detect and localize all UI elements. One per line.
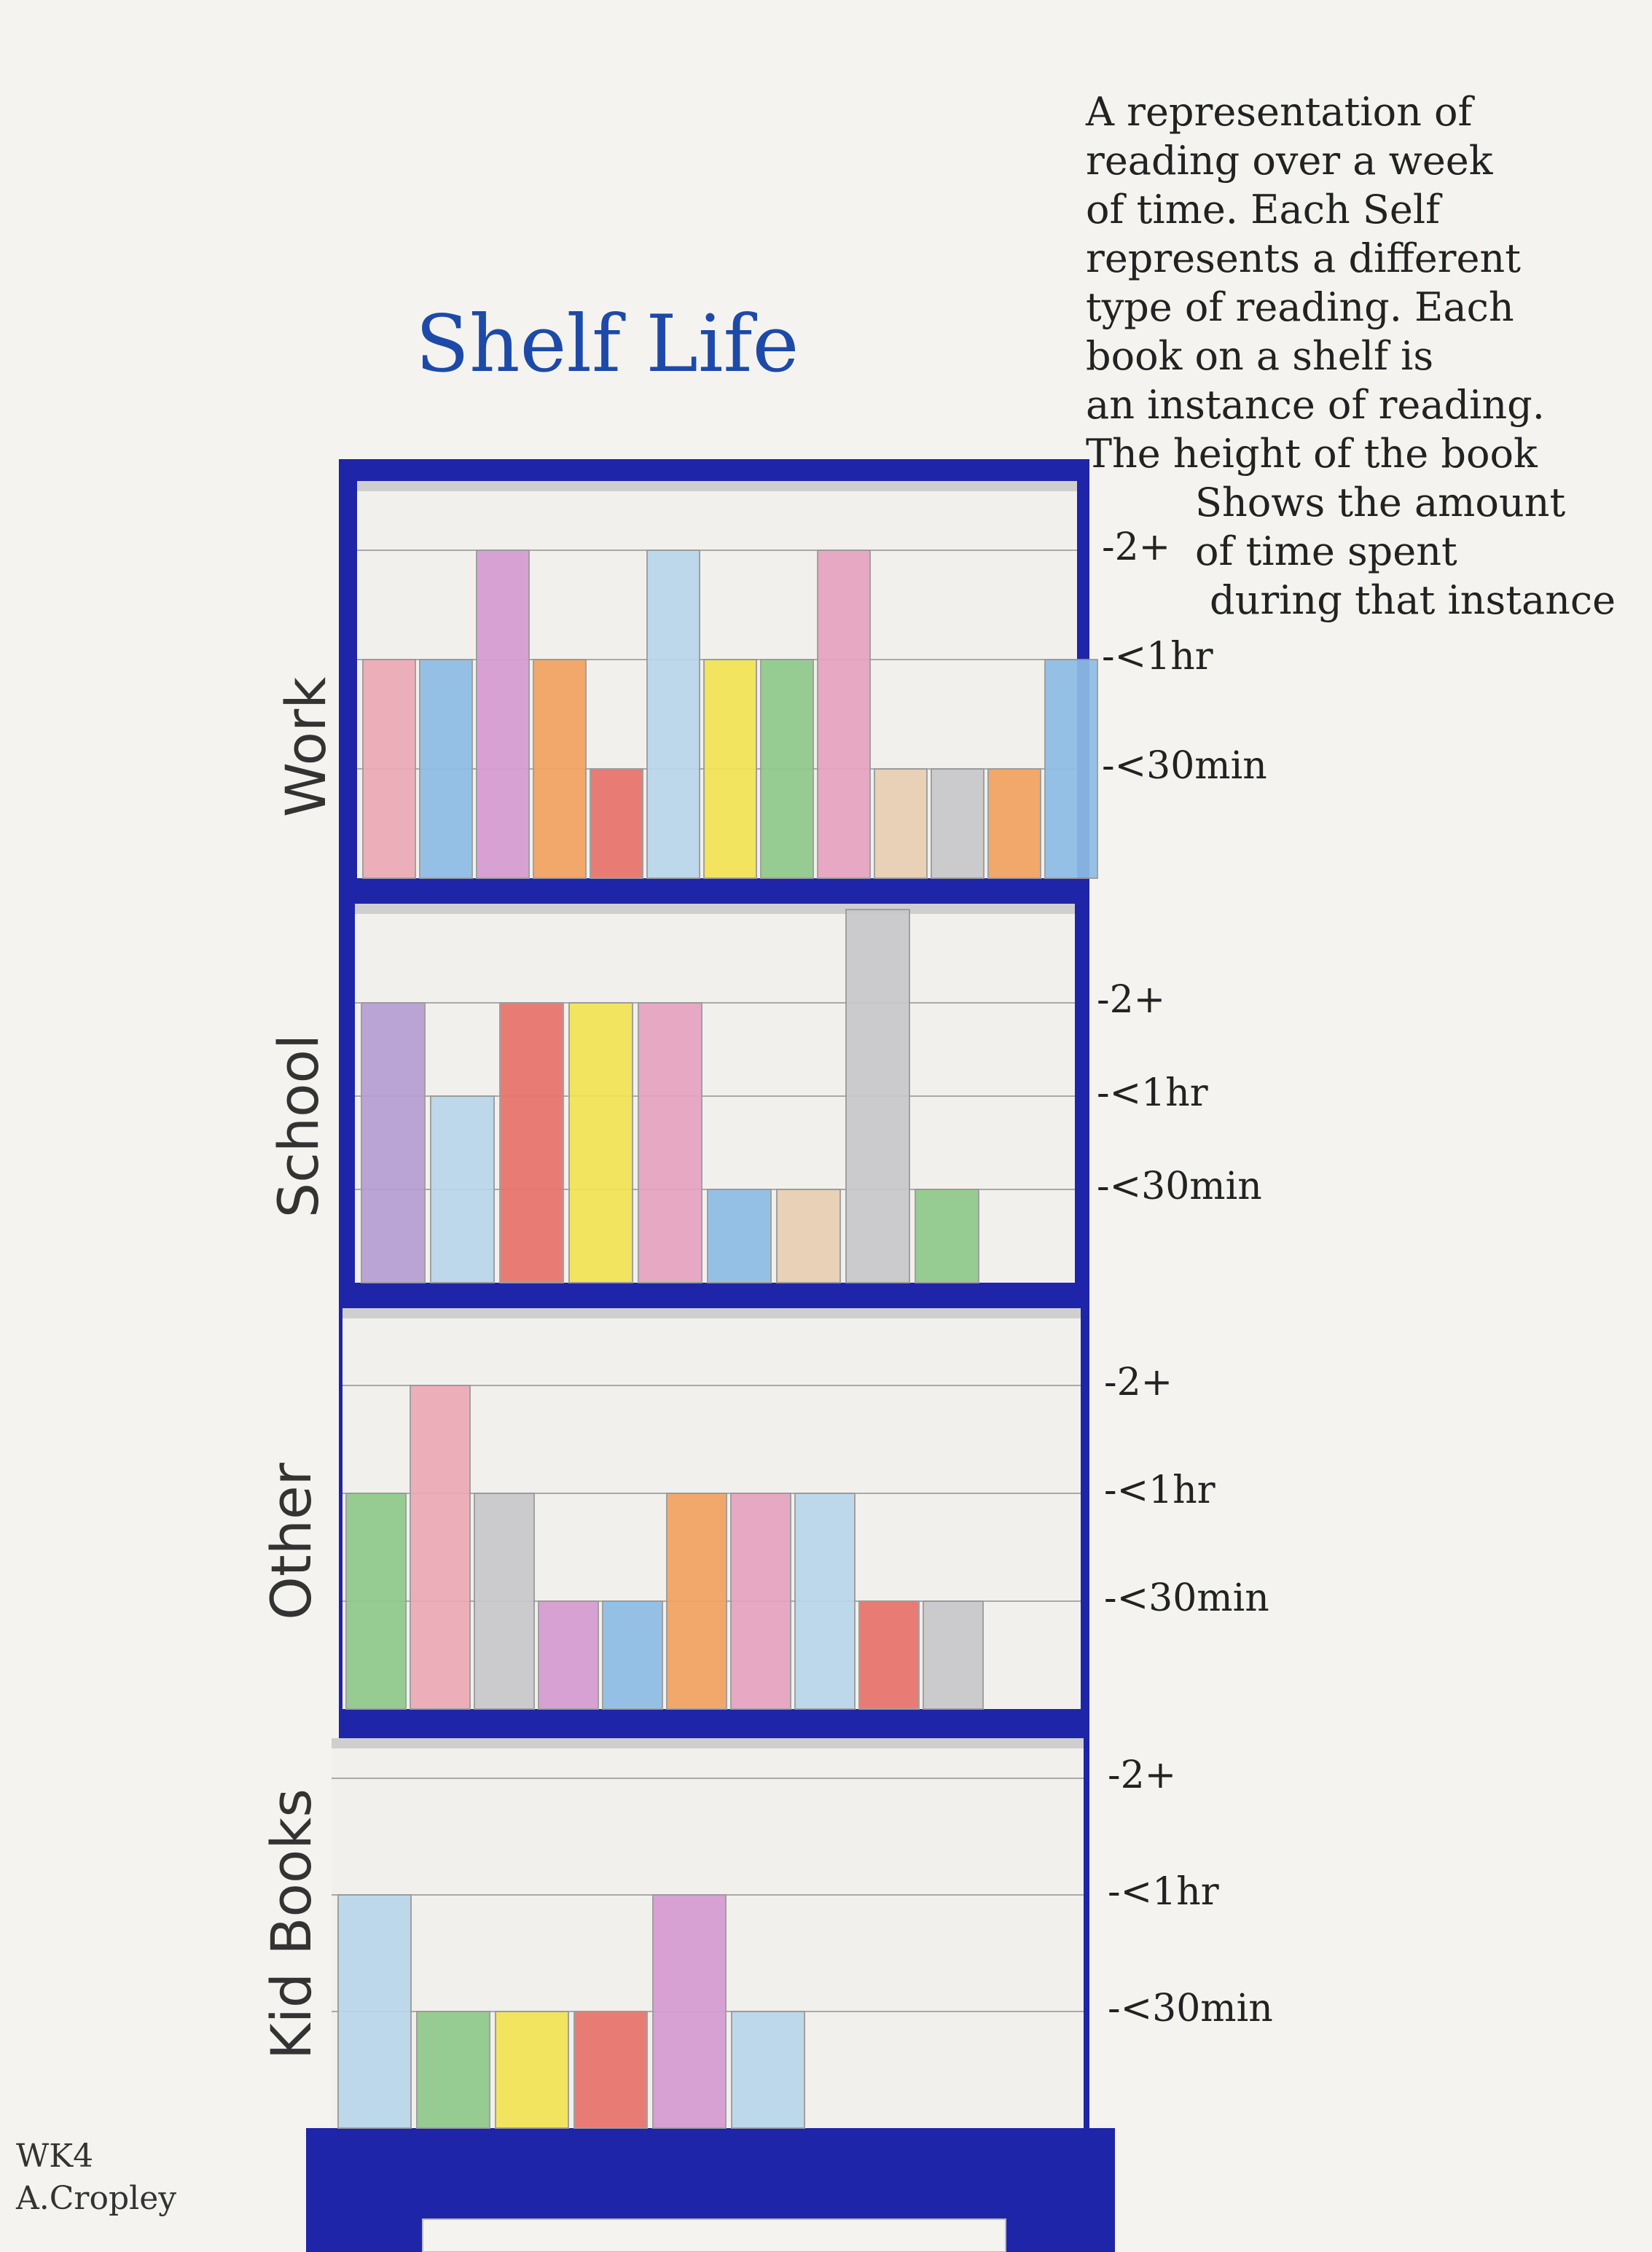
tick-label: -<1hr bbox=[1104, 1469, 1215, 1512]
tick-label: -<30min bbox=[1102, 744, 1267, 788]
tick-label: -2+ bbox=[1104, 1361, 1173, 1404]
chart-title: Shelf Life bbox=[415, 299, 799, 390]
book-bar bbox=[345, 1493, 407, 1710]
tick-label: -<1hr bbox=[1097, 1071, 1208, 1115]
book-bar bbox=[361, 1002, 426, 1283]
book-bar bbox=[416, 2011, 490, 2129]
description-line: A representation of bbox=[1086, 89, 1473, 135]
book-bar bbox=[794, 1493, 856, 1710]
description-line: of time. Each Self bbox=[1086, 187, 1441, 232]
tick-label: -<30min bbox=[1108, 1987, 1273, 2030]
description-line: represents a different bbox=[1086, 235, 1521, 281]
signature: WK4 A.Cropley bbox=[16, 2135, 205, 2220]
book-bar bbox=[915, 1189, 979, 1283]
tick-label: -<30min bbox=[1104, 1576, 1269, 1620]
book-bar bbox=[1044, 659, 1098, 879]
shelf-label-work: Work bbox=[273, 676, 338, 818]
shelf-shadow bbox=[342, 1308, 1081, 1318]
book-bar bbox=[776, 1189, 841, 1283]
book-bar bbox=[858, 1600, 920, 1710]
book-bar bbox=[568, 1002, 633, 1283]
book-bar bbox=[590, 768, 643, 879]
book-bar bbox=[666, 1493, 727, 1710]
book-bar bbox=[410, 1385, 471, 1710]
book-bar bbox=[602, 1600, 663, 1710]
description-line: during that instance bbox=[1210, 577, 1616, 623]
shelf-shadow bbox=[355, 904, 1075, 914]
book-bar bbox=[931, 768, 984, 879]
book-bar bbox=[533, 659, 587, 879]
tick-label: -<1hr bbox=[1102, 635, 1213, 679]
book-bar bbox=[703, 659, 757, 879]
book-bar bbox=[760, 659, 814, 879]
tick-label: -<30min bbox=[1097, 1165, 1262, 1208]
shelf-shadow bbox=[332, 1738, 1084, 1748]
book-bar bbox=[638, 1002, 702, 1283]
description-line: The height of the book bbox=[1086, 431, 1538, 477]
tick-label: -2+ bbox=[1102, 525, 1171, 569]
book-bar bbox=[731, 2011, 805, 2129]
description-line: reading over a week bbox=[1086, 138, 1493, 184]
book-bar bbox=[874, 768, 928, 879]
tick-label: -<1hr bbox=[1108, 1870, 1219, 1914]
book-bar bbox=[845, 909, 910, 1283]
book-bar bbox=[337, 1894, 412, 2129]
tick-label: -2+ bbox=[1108, 1753, 1177, 1797]
book-bar bbox=[476, 550, 530, 879]
book-bar bbox=[652, 1894, 727, 2129]
book-bar bbox=[430, 1095, 495, 1283]
book-bar bbox=[419, 659, 473, 879]
book-bar bbox=[817, 550, 871, 879]
book-bar bbox=[573, 2011, 648, 2129]
bookshelf-base-opening bbox=[422, 2218, 1006, 2252]
book-bar bbox=[538, 1600, 599, 1710]
book-bar bbox=[707, 1189, 772, 1283]
description-line: Shows the amount bbox=[1195, 480, 1566, 525]
signature-week: WK4 bbox=[16, 2138, 94, 2175]
book-bar bbox=[987, 768, 1041, 879]
book-bar bbox=[499, 1002, 564, 1283]
description-line: type of reading. Each bbox=[1086, 284, 1514, 330]
book-bar bbox=[362, 659, 416, 879]
book-bar bbox=[730, 1493, 791, 1710]
book-bar bbox=[646, 550, 700, 879]
shelf-shadow bbox=[357, 481, 1077, 491]
description-line: of time spent bbox=[1195, 528, 1457, 574]
signature-author: A.Cropley bbox=[16, 2180, 177, 2217]
description-line: book on a shelf is bbox=[1086, 333, 1434, 379]
description-text: A representation of reading over a week … bbox=[1086, 87, 1652, 625]
shelf-label-other: Other bbox=[259, 1463, 324, 1620]
shelf-label-kid-books: Kid Books bbox=[259, 1788, 324, 2060]
book-bar bbox=[923, 1600, 984, 1710]
book-bar bbox=[495, 2011, 569, 2129]
book-bar bbox=[474, 1493, 535, 1710]
shelf-label-school: School bbox=[266, 1033, 331, 1219]
tick-label: -2+ bbox=[1097, 978, 1166, 1022]
description-line: an instance of reading. bbox=[1086, 382, 1545, 428]
